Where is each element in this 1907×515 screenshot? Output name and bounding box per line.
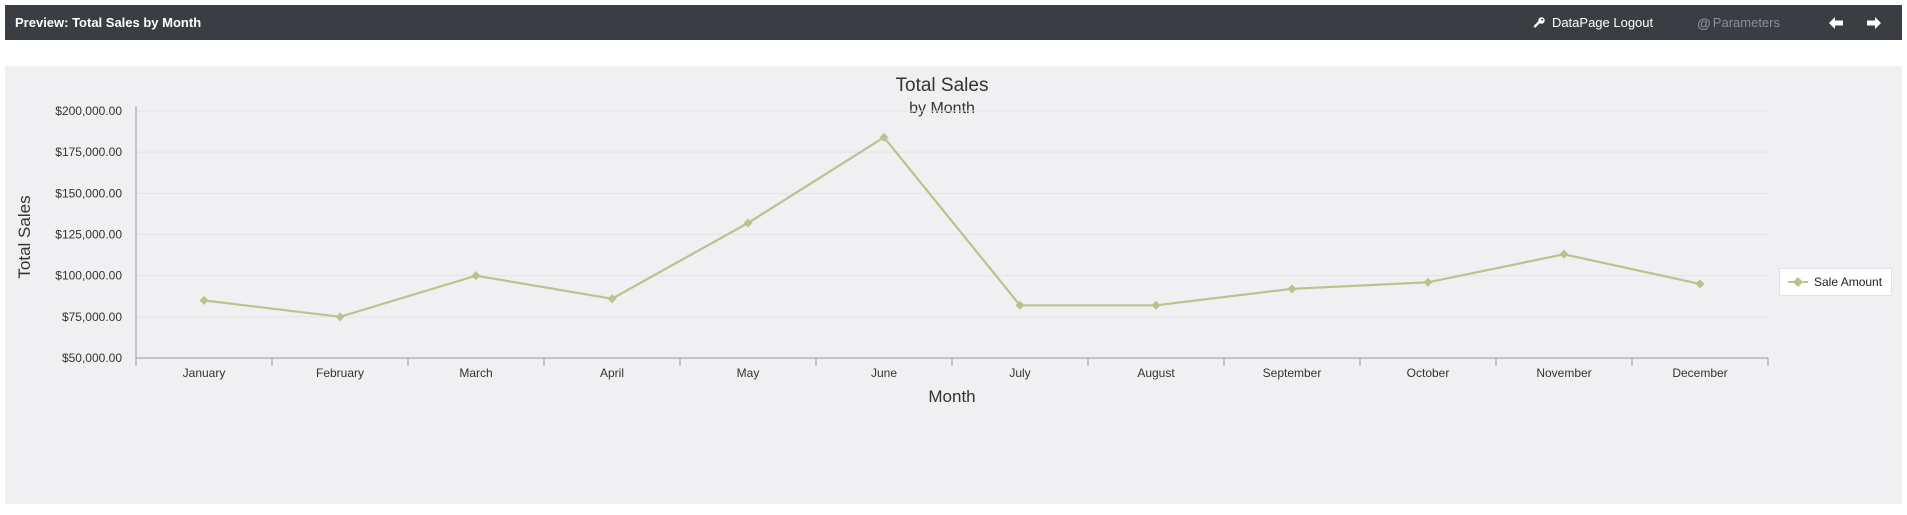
arrow-left-icon xyxy=(1829,16,1843,29)
preview-title: Preview: Total Sales by Month xyxy=(15,15,202,30)
chart-legend[interactable]: Sale Amount xyxy=(1779,268,1892,296)
x-tick-label: August xyxy=(1137,366,1175,380)
data-point-january[interactable] xyxy=(199,295,209,305)
parameters-button[interactable]: @ Parameters xyxy=(1697,15,1780,31)
data-point-june[interactable] xyxy=(879,132,889,142)
series-sale-amount xyxy=(199,132,1705,322)
x-tick-label: July xyxy=(1009,366,1030,380)
chart-subtitle: by Month xyxy=(909,100,975,117)
data-point-december[interactable] xyxy=(1695,279,1705,289)
parameters-label: Parameters xyxy=(1712,15,1780,30)
data-point-march[interactable] xyxy=(471,271,481,281)
data-point-october[interactable] xyxy=(1423,277,1433,287)
x-tick-label: March xyxy=(459,366,492,380)
x-tick-label: February xyxy=(316,366,364,380)
y-tick-label: $150,000.00 xyxy=(55,186,122,200)
y-tick-label: $100,000.00 xyxy=(55,269,122,283)
y-axis-title: Total Sales xyxy=(15,195,34,278)
x-tick-labels: January February March April May June July Augu… xyxy=(183,366,1728,380)
line-chart: Total Sales by Month Total Sales Month $… xyxy=(15,75,1769,406)
x-tick-label: November xyxy=(1536,366,1591,380)
data-point-april[interactable] xyxy=(607,294,617,304)
axes xyxy=(135,106,1769,366)
data-point-september[interactable] xyxy=(1287,284,1297,294)
data-point-november[interactable] xyxy=(1559,249,1569,259)
x-tick-label: May xyxy=(737,366,760,380)
chart-panel: Total Sales by Month Total Sales Month $… xyxy=(5,66,1902,504)
next-page-button[interactable] xyxy=(1864,13,1884,33)
data-point-february[interactable] xyxy=(335,312,345,322)
data-point-may[interactable] xyxy=(743,218,753,228)
legend-label: Sale Amount xyxy=(1814,275,1883,289)
x-tick-label: September xyxy=(1263,366,1322,380)
header-actions: DataPage Logout @ Parameters xyxy=(1532,5,1902,40)
chart-title: Total Sales xyxy=(896,75,989,96)
y-tick-label: $175,000.00 xyxy=(55,145,122,159)
arrow-right-icon xyxy=(1867,16,1881,29)
data-point-july[interactable] xyxy=(1015,300,1025,310)
previous-page-button[interactable] xyxy=(1826,13,1846,33)
y-tick-label: $75,000.00 xyxy=(62,310,122,324)
x-tick-label: December xyxy=(1672,366,1727,380)
y-tick-label: $125,000.00 xyxy=(55,228,122,242)
y-tick-label: $50,000.00 xyxy=(62,351,122,365)
x-axis-title: Month xyxy=(928,387,975,406)
logout-label: DataPage Logout xyxy=(1551,15,1654,30)
data-point-august[interactable] xyxy=(1151,300,1161,310)
y-tick-label: $200,000.00 xyxy=(55,104,122,118)
legend-marker-icon xyxy=(1788,277,1808,287)
x-tick-label: April xyxy=(600,366,624,380)
grid-lines xyxy=(136,110,1768,318)
y-tick-labels: $50,000.00 $75,000.00 $100,000.00 $125,000.… xyxy=(55,104,122,365)
x-tick-label: June xyxy=(871,366,897,380)
at-sign-icon: @ xyxy=(1697,14,1711,31)
datapage-logout-button[interactable]: DataPage Logout xyxy=(1532,15,1653,30)
preview-header-bar: Preview: Total Sales by Month DataPage L… xyxy=(5,5,1902,40)
x-tick-label: January xyxy=(183,366,226,380)
x-tick-label: October xyxy=(1407,366,1450,380)
series-line xyxy=(203,135,1701,318)
key-icon xyxy=(1533,16,1545,28)
